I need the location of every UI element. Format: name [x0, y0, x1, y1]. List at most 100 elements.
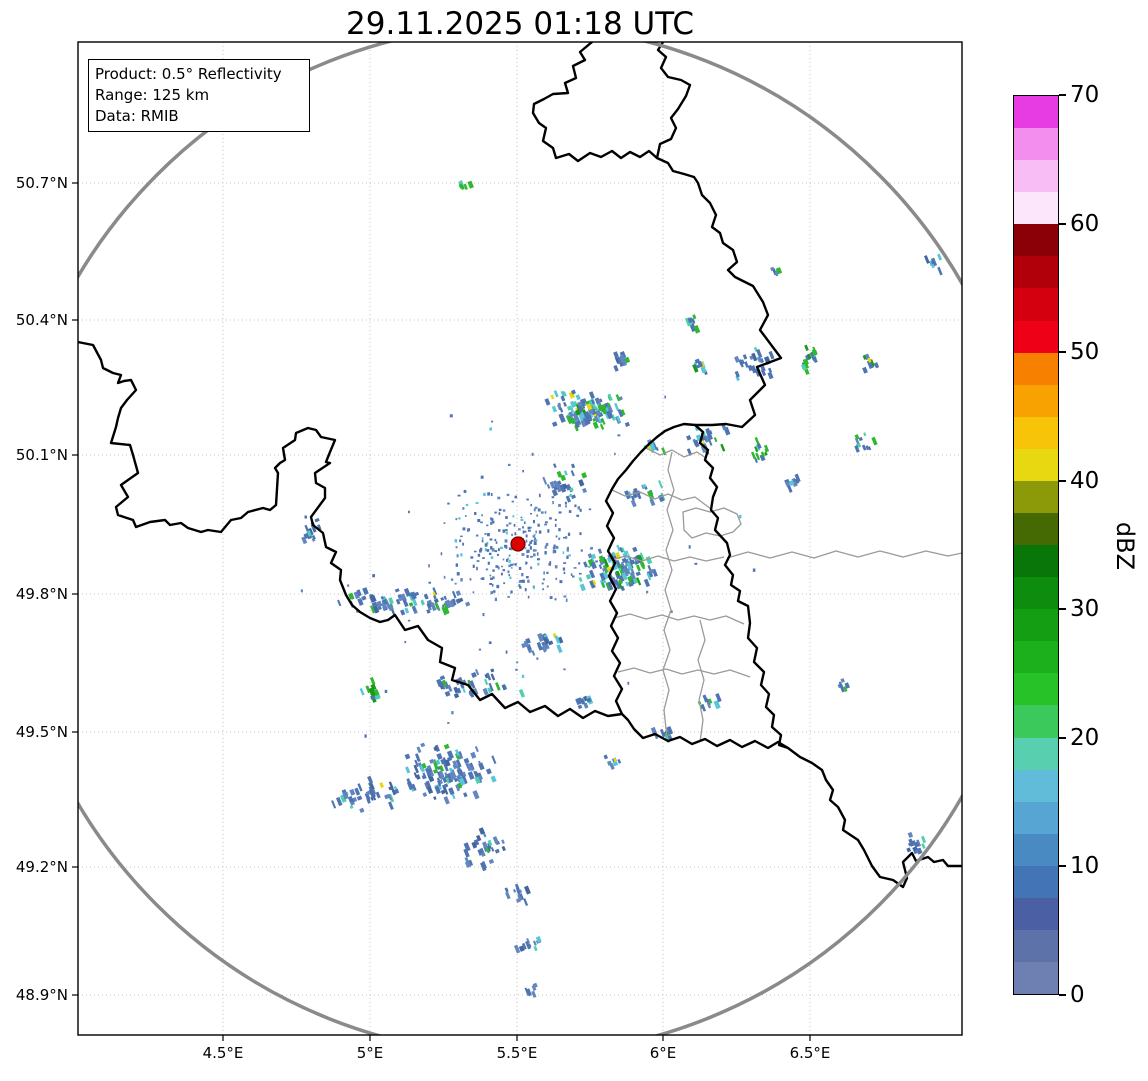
radar-echo-pixel — [523, 898, 529, 907]
radar-echo-pixel — [552, 549, 555, 554]
radar-echo-pixel — [421, 775, 426, 780]
radar-echo-pixel — [414, 759, 419, 768]
radar-echo-pixel — [433, 768, 439, 774]
lat-tick-label: 49.2°N — [16, 858, 68, 876]
radar-echo-pixel — [500, 572, 503, 576]
radar-echo-pixel — [367, 775, 374, 784]
radar-echo-pixel — [494, 597, 498, 602]
radar-echo-pixel — [643, 578, 651, 588]
radar-echo-pixel — [462, 507, 465, 510]
radar-echo-pixel — [735, 375, 740, 382]
radar-echo-pixel — [393, 785, 398, 790]
lon-tick-label: 6.5°E — [790, 1044, 831, 1062]
radar-echo-pixel — [565, 495, 572, 503]
radar-echo-pixel — [641, 564, 646, 570]
radar-echo-pixel — [444, 783, 449, 788]
colorbar-segment — [1014, 513, 1058, 546]
radar-echo-pixel — [537, 632, 545, 642]
radar-echo-pixel — [482, 687, 489, 696]
colorbar-tickmark — [1059, 736, 1066, 739]
radar-echo-pixel — [488, 682, 494, 692]
lon-tick-label: 5°E — [357, 1044, 384, 1062]
radar-echo-pixel — [527, 595, 530, 599]
radar-echo-pixel — [570, 389, 577, 395]
radar-echo-cluster — [923, 253, 943, 276]
radar-echo-pixel — [420, 599, 425, 605]
radar-echo-pixel — [494, 550, 498, 553]
radar-echo-pixel — [577, 697, 583, 705]
radar-echo-pixel — [757, 356, 762, 363]
lon-tick-label: 5.5°E — [497, 1044, 538, 1062]
radar-echo-pixel — [549, 596, 553, 599]
radar-echo-pixel — [482, 613, 485, 617]
radar-echo-pixel — [475, 668, 480, 676]
radar-echo-pixel — [744, 361, 749, 368]
radar-echo-pixel — [706, 701, 712, 709]
radar-echo-pixel — [523, 530, 527, 533]
radar-echo-pixel — [348, 592, 355, 600]
radar-echo-pixel — [862, 354, 867, 360]
radar-echo-pixel — [413, 764, 419, 774]
radar-echo-pixel — [630, 578, 635, 585]
radar-echo-pixel — [579, 572, 582, 575]
radar-echo-pixel — [482, 557, 485, 560]
radar-echo-pixel — [468, 689, 475, 698]
colorbar-segment — [1014, 256, 1058, 289]
radar-echo-pixel — [433, 598, 439, 604]
radar-echo-pixel — [458, 777, 466, 786]
radar-echo-pixel — [441, 679, 448, 687]
radar-echo-pixel — [532, 982, 538, 989]
radar-echo-pixel — [370, 594, 377, 603]
radar-echo-pixel — [556, 545, 558, 549]
radar-echo-pixel — [306, 530, 312, 537]
radar-echo-pixel — [526, 498, 529, 501]
radar-echo-pixel — [741, 359, 745, 365]
radar-echo-pixel — [538, 530, 542, 534]
radar-echo-pixel — [862, 366, 868, 374]
radar-echo-pixel — [619, 409, 626, 417]
radar-echo-pixel — [478, 775, 483, 780]
radar-echo-pixel — [487, 842, 492, 850]
radar-echo-pixel — [487, 687, 493, 694]
radar-echo-pixel — [464, 515, 467, 517]
radar-echo-pixel — [473, 770, 478, 778]
national-borders — [78, 42, 962, 889]
radar-echo-pixel — [498, 512, 501, 516]
radar-echo-pixel — [536, 558, 540, 561]
regional-border — [726, 550, 962, 559]
radar-echo-pixel — [368, 786, 373, 792]
radar-echo-pixel — [472, 687, 479, 696]
radar-echo-pixel — [569, 487, 574, 492]
radar-echo-pixel — [508, 547, 512, 551]
radar-echo-pixel — [533, 533, 536, 536]
radar-echo-pixel — [700, 445, 707, 453]
radar-echo-pixel — [592, 421, 599, 430]
radar-echo-pixel — [586, 697, 592, 703]
radar-echo-pixel — [479, 521, 483, 524]
radar-echo-pixel — [523, 521, 526, 524]
radar-echo-pixel — [688, 545, 691, 549]
national-border — [604, 422, 790, 750]
radar-echo-pixel — [455, 759, 462, 768]
radar-echo-pixel — [920, 835, 927, 844]
radar-echo-pixel — [478, 760, 482, 765]
radar-echo-pixel — [649, 498, 656, 507]
radar-echo-pixel — [639, 552, 645, 560]
radar-echo-pixel — [613, 351, 619, 358]
radar-echo-pixel — [789, 480, 795, 486]
radar-echo-pixel — [443, 606, 450, 615]
radar-echo-pixel — [456, 554, 459, 558]
radar-echo-pixel — [486, 524, 489, 527]
radar-echo-pixel — [565, 505, 567, 508]
radar-echo-pixel — [438, 765, 445, 772]
radar-echo-pixel — [433, 746, 439, 752]
radar-echo-pixel — [370, 694, 376, 701]
radar-echo-pixel — [547, 529, 550, 533]
radar-echo-pixel — [526, 988, 532, 997]
radar-echo-pixel — [504, 539, 508, 543]
radar-echo-pixel — [537, 644, 543, 651]
radar-echo-pixel — [380, 596, 384, 600]
radar-echo-pixel — [553, 544, 556, 548]
radar-echo-pixel — [354, 787, 361, 796]
radar-echo-pixel — [376, 600, 383, 608]
